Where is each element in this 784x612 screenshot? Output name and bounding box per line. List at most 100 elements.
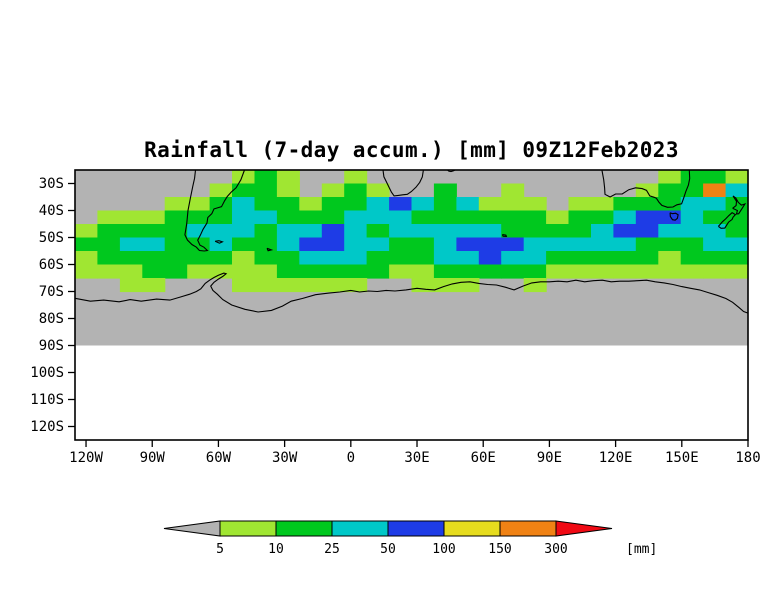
raster-cell (344, 197, 368, 212)
raster-cell (591, 237, 614, 252)
raster-cell (232, 251, 255, 266)
raster-cell (501, 264, 525, 279)
raster-cell (142, 278, 166, 293)
raster-cell (658, 197, 682, 212)
raster-cell (411, 224, 435, 239)
raster-cell (187, 210, 211, 225)
raster-cell (232, 278, 255, 293)
y-axis-label: 80S (39, 311, 64, 327)
raster-cell (613, 210, 637, 225)
raster-cell (389, 210, 413, 225)
y-axis-label: 50S (39, 230, 64, 246)
raster-cell (276, 278, 300, 293)
raster-cell (501, 251, 525, 266)
raster-cell (276, 210, 300, 225)
raster-cell (568, 264, 592, 279)
raster-cell (142, 264, 166, 279)
x-axis-label: 120E (599, 450, 633, 466)
raster-cell (613, 224, 637, 239)
raster-cell (680, 197, 704, 212)
raster-cell (142, 237, 166, 252)
raster-cell (276, 197, 300, 212)
raster-cell (164, 251, 188, 266)
raster-cell (456, 210, 480, 225)
colorbar-segment (443, 520, 501, 537)
raster-cell (254, 224, 278, 239)
colorbar-segment (331, 520, 389, 537)
colorbar-segment (275, 520, 333, 537)
raster-cell (635, 224, 659, 239)
raster-cell (321, 251, 345, 266)
raster-cell (119, 264, 143, 279)
raster-cell (97, 224, 121, 239)
raster-cell (591, 251, 614, 266)
raster-cell (366, 197, 390, 212)
y-axis-label: 30S (39, 176, 64, 192)
raster-cell (299, 224, 323, 239)
raster-cell (187, 197, 211, 212)
raster-cell (389, 224, 413, 239)
raster-cell (209, 251, 233, 266)
x-axis-label: 90W (140, 450, 166, 466)
raster-cell (635, 183, 659, 198)
raster-cell (658, 210, 682, 225)
colorbar-units: [mm] (626, 542, 657, 557)
raster-cell (321, 237, 345, 252)
raster-cell (411, 264, 435, 279)
raster-cell (613, 237, 637, 252)
raster-cell (703, 237, 727, 252)
raster-cell (433, 197, 457, 212)
raster-cell (164, 210, 188, 225)
colorbar-label: 300 (544, 542, 567, 557)
raster-cell (703, 183, 727, 198)
raster-cell (187, 251, 211, 266)
raster-cell (75, 224, 98, 239)
raster-cell (411, 237, 435, 252)
raster-cell (680, 224, 704, 239)
raster-cell (164, 264, 188, 279)
raster-cell (187, 224, 211, 239)
raster-cell (389, 264, 413, 279)
raster-cell (680, 251, 704, 266)
x-axis-label: 150E (665, 450, 699, 466)
coastline (732, 195, 747, 215)
raster-cell (568, 210, 592, 225)
raster-cell (389, 251, 413, 266)
raster-cell (635, 237, 659, 252)
raster-cell (75, 251, 98, 266)
raster-cell (523, 264, 547, 279)
raster-cell (321, 278, 345, 293)
raster-cell (433, 183, 457, 198)
raster-cell (658, 251, 682, 266)
raster-cell (254, 278, 278, 293)
raster-cell (523, 237, 547, 252)
raster-cell (680, 170, 704, 185)
raster-cell (232, 237, 255, 252)
raster-cell (254, 197, 278, 212)
raster-cell (75, 264, 98, 279)
raster-cell (119, 210, 143, 225)
raster-cell (568, 237, 592, 252)
raster-cell (119, 251, 143, 266)
raster-cell (658, 237, 682, 252)
raster-cell (276, 224, 300, 239)
colorbar-label: 25 (324, 542, 340, 557)
raster-cell (546, 210, 570, 225)
raster-cell (703, 224, 727, 239)
raster-cell (119, 278, 143, 293)
raster-cell (321, 210, 345, 225)
raster-cell (456, 237, 480, 252)
raster-cell (433, 210, 457, 225)
y-axis-label: 60S (39, 257, 64, 273)
raster-cell (97, 210, 121, 225)
raster-cell (591, 197, 614, 212)
raster-cell (433, 224, 457, 239)
raster-cell (321, 264, 345, 279)
raster-cell (546, 237, 570, 252)
y-axis-label: 110S (30, 392, 64, 408)
x-axis-label: 60W (206, 450, 232, 466)
raster-cell (725, 237, 749, 252)
raster-cell (164, 224, 188, 239)
colorbar-arrow-low (163, 520, 221, 537)
